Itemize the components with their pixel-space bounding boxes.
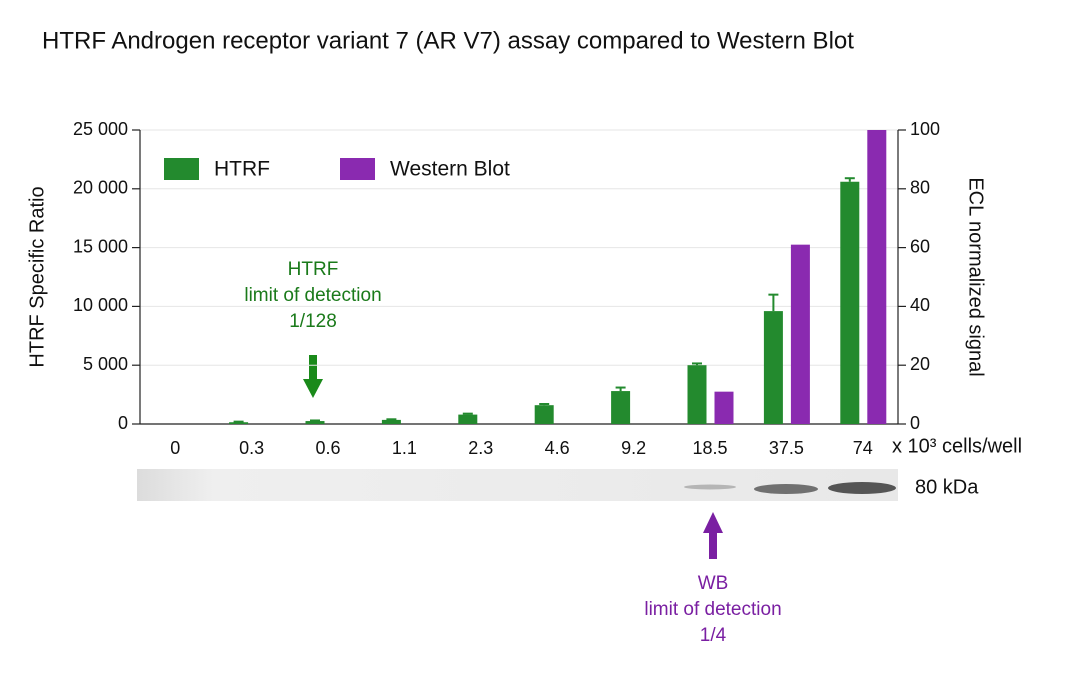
wb-arrow [703,512,723,559]
x-tick-label: 74 [853,438,873,458]
x-tick-label: 0.6 [315,438,340,458]
annotation: limit of detection [644,599,781,620]
bar [840,181,860,424]
legend-label: Western Blot [390,158,510,181]
y-tick-label: 20 000 [73,178,128,198]
y2-tick-label: 80 [910,178,930,198]
bar [790,244,810,424]
bar [381,419,401,424]
x-tick-label: 2.3 [468,438,493,458]
blot-band [754,484,818,494]
x-tick-label: 1.1 [392,438,417,458]
chart-title: HTRF Androgen receptor variant 7 (AR V7)… [42,27,854,54]
y2-tick-label: 40 [910,295,930,315]
blot-band [828,482,896,494]
y-axis-label: HTRF Specific Ratio [26,186,48,367]
x-tick-label: 37.5 [769,438,804,458]
x-tick-label: 4.6 [545,438,570,458]
y-tick-label: 5 000 [83,354,128,374]
y-tick-label: 0 [118,413,128,433]
legend-label: HTRF [214,158,270,181]
legend-swatch [340,158,375,180]
x-tick-label: 9.2 [621,438,646,458]
bar [687,365,707,424]
bar [611,391,631,424]
bar [534,405,554,424]
bar [714,391,734,424]
y2-tick-label: 20 [910,354,930,374]
annotation: HTRF [288,259,339,280]
annotation: 1/4 [700,625,727,646]
htrf-arrow [303,355,323,398]
y2-tick-label: 100 [910,119,940,139]
blot-band [684,484,736,490]
blot-label: 80 kDa [915,476,979,498]
annotation: WB [698,573,729,594]
annotation: 1/128 [289,311,337,332]
y-tick-label: 10 000 [73,295,128,315]
y-tick-label: 15 000 [73,236,128,256]
y-tick-label: 25 000 [73,119,128,139]
bar [229,422,249,424]
bar [763,311,783,424]
x-axis-label: x 10³ cells/well [892,435,1022,457]
bar [305,421,325,424]
bar [458,414,478,424]
bar [867,130,887,424]
x-tick-label: 0 [170,438,180,458]
x-tick-label: 18.5 [692,438,727,458]
y2-tick-label: 60 [910,236,930,256]
legend-swatch [164,158,199,180]
x-tick-label: 0.3 [239,438,264,458]
annotation: limit of detection [244,285,381,306]
y2-tick-label: 0 [910,413,920,433]
y2-axis-label: ECL normalized signal [965,177,987,376]
western-blot-strip [137,469,898,501]
